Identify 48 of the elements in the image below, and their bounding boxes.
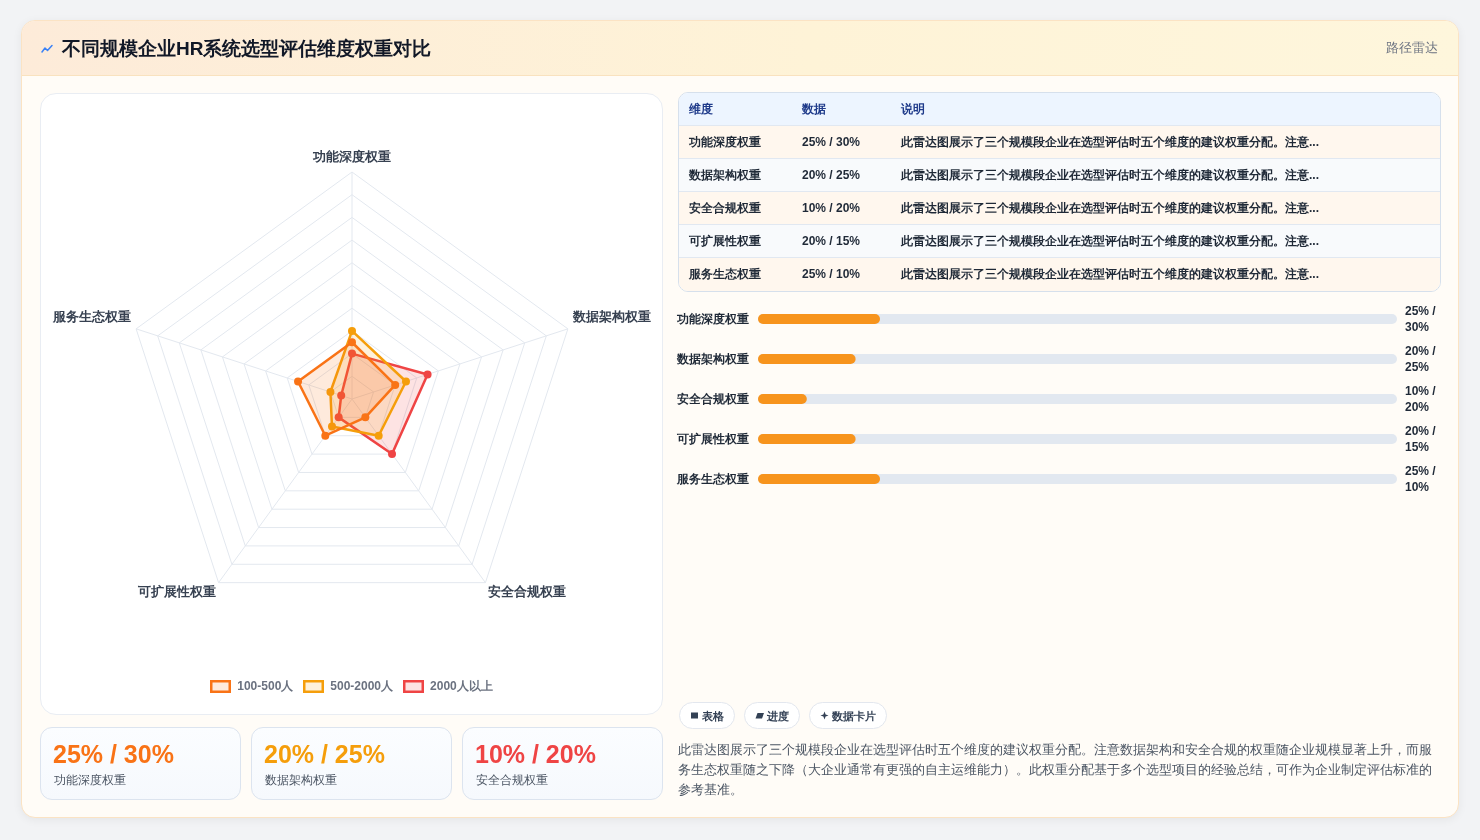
text: 20% / 25% <box>264 739 385 769</box>
data-label: 20% / 25% <box>1405 343 1437 375</box>
data-label: 25% / 30% <box>1405 303 1437 335</box>
text: 25% / 10% <box>802 266 861 282</box>
spoke-label: 数据架构权重 <box>571 309 651 325</box>
data-label: 25% / 10% <box>1405 463 1437 495</box>
text: 进度 <box>767 708 789 723</box>
legend-label: 500-2000人 <box>330 679 394 693</box>
text: 数据架构权重 <box>689 167 761 183</box>
data-label: 20% / 15% <box>1405 423 1437 455</box>
y-tick-label: 安全合规权重 <box>677 391 749 407</box>
spoke-label: 安全合规权重 <box>488 584 567 600</box>
text: 表格 <box>702 708 724 723</box>
spoke-label: 可扩展性权重 <box>136 584 216 600</box>
text: 数据架构权重 <box>265 772 337 788</box>
text: 服务生态权重 <box>689 266 761 282</box>
text: 不同规模企业HR系统选型评估维度权重对比 <box>62 37 432 61</box>
text: 此雷达图展示了三个规模段企业在选型评估时五个维度的建议权重分配。注意... <box>901 200 1320 216</box>
text: 此雷达图展示了三个规模段企业在选型评估时五个维度的建议权重分配。注意... <box>901 134 1320 150</box>
legend-label: 2000人以上 <box>430 679 493 693</box>
data-label: 10% / 20% <box>1405 383 1437 415</box>
spoke-label: 服务生态权重 <box>52 309 132 325</box>
text: 此雷达图展示了三个规模段企业在选型评估时五个维度的建议权重分配。注意... <box>901 266 1320 282</box>
text: 20% / 15% <box>802 233 861 249</box>
text: 10% / 20% <box>802 200 861 216</box>
text: 此雷达图展示了三个规模段企业在选型评估时五个维度的建议权重分配。注意... <box>901 233 1320 249</box>
text: 数据卡片 <box>832 708 876 723</box>
text: 20% / 25% <box>802 167 861 183</box>
text: 10% / 20% <box>475 739 596 769</box>
text: 此雷达图展示了三个规模段企业在选型评估时五个维度的建议权重分配。注意数据架构和安全合规的权重随企业规模显著上升，而服务生态权重随之下降（大企业通常有更强的自主运维能力）。此权重分配基于多个选型项目的经验总结，可作为企业制定评估标准的参考基准。 <box>678 741 1433 799</box>
y-tick-label: 功能深度权重 <box>677 311 749 327</box>
text: 安全合规权重 <box>476 772 548 788</box>
text: 功能深度权重 <box>54 772 126 788</box>
y-tick-label: 数据架构权重 <box>677 351 749 367</box>
text: 25% / 30% <box>53 739 174 769</box>
spoke-label: 功能深度权重 <box>312 149 391 164</box>
text: 路径雷达 <box>1385 40 1438 56</box>
text: 维度 <box>689 101 713 117</box>
y-tick-label: 可扩展性权重 <box>677 431 749 447</box>
y-tick-label: 服务生态权重 <box>677 471 749 487</box>
text: 此雷达图展示了三个规模段企业在选型评估时五个维度的建议权重分配。注意... <box>901 167 1320 183</box>
text: 数据 <box>802 101 826 117</box>
text: 可扩展性权重 <box>689 233 761 249</box>
text: 25% / 30% <box>802 134 861 150</box>
legend-label: 100-500人 <box>237 679 294 693</box>
text: 安全合规权重 <box>689 200 761 216</box>
text: 说明 <box>901 101 925 117</box>
text: 功能深度权重 <box>689 134 761 150</box>
